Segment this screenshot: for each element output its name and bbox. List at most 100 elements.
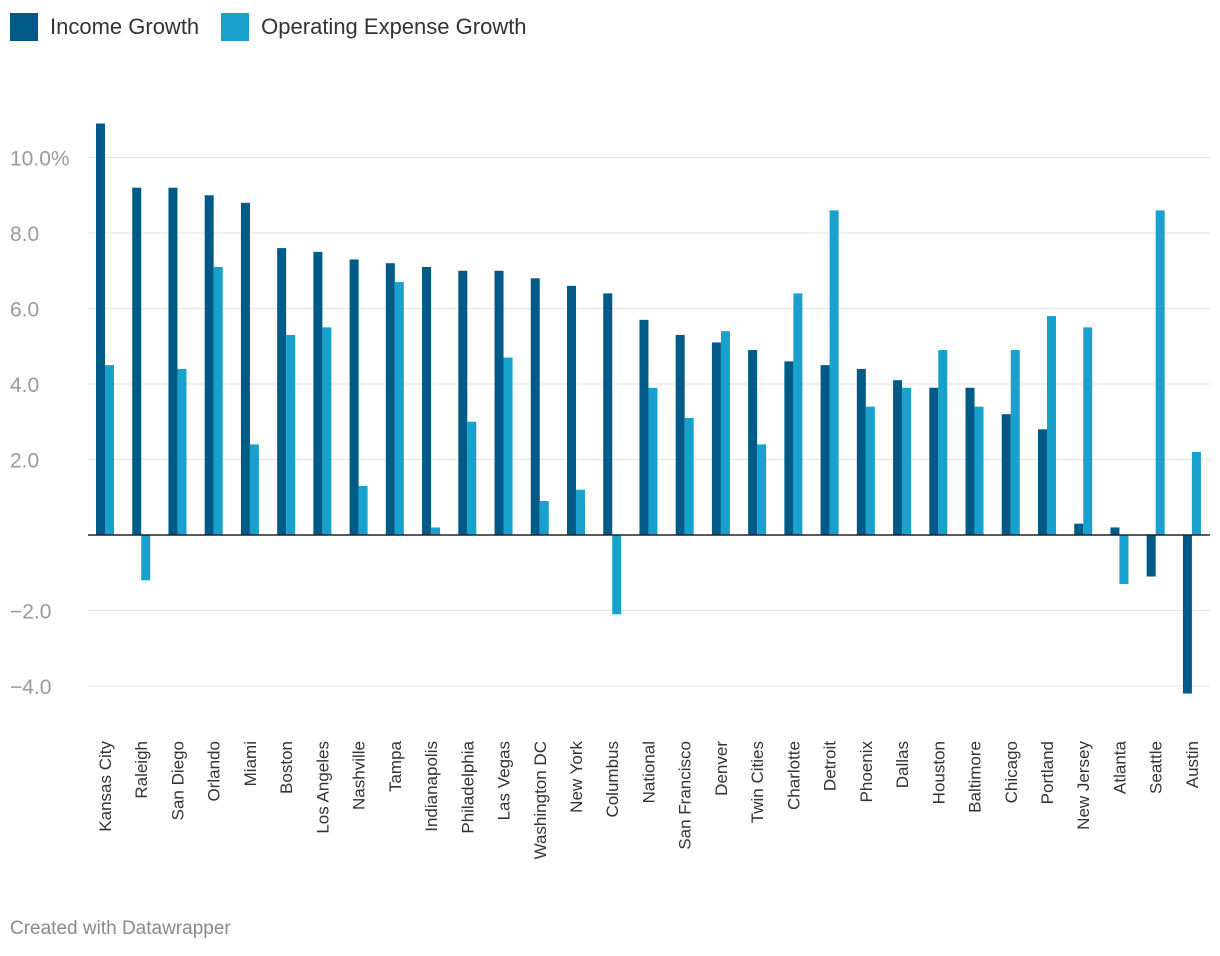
bar-income (965, 387, 975, 535)
bar-income (349, 259, 359, 535)
bar-income (96, 123, 105, 536)
x-tick-label: Nashville (350, 741, 369, 810)
x-tick-label: Miami (241, 741, 260, 786)
legend: Income Growth Operating Expense Growth (10, 13, 527, 41)
bar-income (168, 187, 178, 535)
x-tick-label: Portland (1038, 741, 1057, 804)
x-tick-label: San Diego (168, 741, 187, 820)
x-tick-label: New York (567, 741, 586, 813)
bar-income (313, 251, 323, 535)
x-tick-label: Dallas (893, 741, 912, 788)
x-tick-label: Washington DC (531, 741, 550, 859)
y-tick-label: 8.0 (10, 223, 39, 246)
x-tick-label: Twin Cities (748, 741, 767, 823)
x-tick-label: Detroit (821, 741, 840, 791)
x-tick-label: Philadelphia (458, 740, 477, 833)
bar-income (639, 319, 649, 535)
bar-opex (684, 417, 694, 535)
x-tick-label: Baltimore (966, 741, 985, 813)
bar-opex (829, 210, 839, 535)
bar-income (566, 285, 576, 535)
bar-income (204, 195, 214, 535)
footer-credit: Created with Datawrapper (10, 918, 231, 939)
bar-income (1001, 414, 1011, 535)
bar-opex (431, 527, 441, 535)
bar-income (277, 248, 287, 535)
bar-income (1182, 535, 1192, 694)
bar-opex (358, 485, 368, 535)
bar-opex (1191, 451, 1201, 535)
x-tick-label: Los Angeles (313, 741, 332, 834)
bar-opex (105, 365, 114, 535)
bar-opex (141, 535, 151, 581)
bar-income (132, 187, 142, 535)
x-tick-label: Chicago (1002, 741, 1021, 803)
y-tick-label: 10.0% (10, 148, 70, 171)
bar-income (893, 380, 903, 535)
bar-income (494, 270, 504, 535)
bar-income (240, 202, 250, 536)
bar-opex (1010, 350, 1020, 535)
bar-income (1146, 535, 1156, 577)
bar-opex (467, 421, 477, 535)
bar-opex (974, 406, 984, 535)
bar-opex (286, 334, 296, 535)
x-tick-label: Indianapolis (422, 741, 441, 832)
x-tick-label: Columbus (603, 741, 622, 818)
bar-income (675, 334, 685, 535)
bar-income (603, 293, 613, 535)
bar-income (748, 350, 758, 535)
y-tick-label: 4.0 (10, 374, 39, 397)
bar-opex (1046, 316, 1056, 535)
x-tick-label: New Jersey (1074, 741, 1093, 830)
legend-label-income: Income Growth (50, 14, 200, 39)
legend-label-opex: Operating Expense Growth (261, 14, 527, 39)
bar-opex (1119, 535, 1129, 585)
bar-income (385, 263, 395, 535)
x-tick-label: Boston (277, 741, 296, 794)
x-tick-label: Raleigh (132, 741, 151, 799)
bar-income (422, 266, 432, 535)
x-tick-label: Phoenix (857, 741, 876, 803)
y-tick-label: 6.0 (10, 299, 39, 322)
bar-opex (177, 368, 187, 535)
bar-opex (757, 444, 767, 535)
x-tick-label: Atlanta (1110, 740, 1129, 793)
bar-income (530, 278, 540, 535)
bar-opex (575, 489, 585, 535)
x-tick-label: San Francisco (676, 741, 695, 850)
x-tick-label: Austin (1183, 741, 1202, 788)
bar-opex (394, 282, 404, 535)
bar-income (1074, 523, 1084, 535)
bar-income (458, 270, 468, 535)
bar-opex (902, 387, 912, 535)
bar-opex (503, 357, 513, 535)
bar-opex (213, 266, 223, 535)
bar-opex (1155, 210, 1165, 535)
bar-income (856, 368, 866, 535)
bar-opex (938, 350, 948, 535)
x-tick-label: Seattle (1147, 741, 1166, 794)
bar-opex (865, 406, 875, 535)
y-tick-label: −4.0 (10, 676, 51, 699)
x-tick-label: Houston (929, 741, 948, 804)
bar-income (929, 387, 939, 535)
x-tick-label: Tampa (386, 740, 405, 792)
legend-swatch-income (10, 13, 38, 41)
bar-opex (322, 327, 332, 535)
bar-income (1110, 527, 1120, 535)
y-tick-label: 2.0 (10, 450, 39, 473)
y-tick-label: −2.0 (10, 601, 51, 624)
x-tick-label: Las Vegas (495, 741, 514, 820)
bar-income (711, 342, 721, 535)
bar-opex (720, 331, 730, 535)
legend-swatch-opex (221, 13, 250, 41)
bar-opex (249, 444, 259, 535)
bar-opex (1083, 327, 1093, 535)
bar-income (820, 365, 830, 535)
bar-opex (793, 293, 803, 535)
x-tick-label: Charlotte (784, 741, 803, 810)
bar-opex (539, 501, 549, 535)
